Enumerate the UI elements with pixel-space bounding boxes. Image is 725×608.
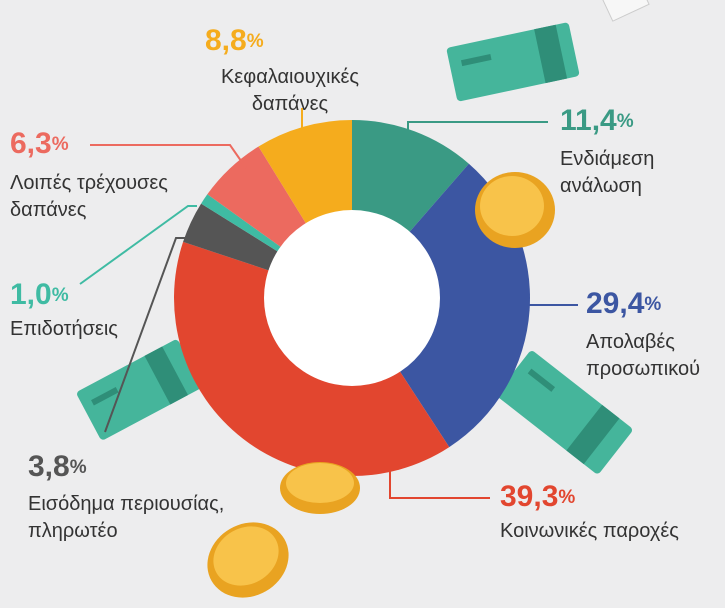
category-line: Λοιπές τρέχουσες: [10, 172, 168, 194]
category-line: Κοινωνικές παροχές: [500, 520, 679, 542]
leader-line: [407, 121, 548, 142]
value-unit: %: [52, 134, 69, 155]
value-number: 3,8: [28, 450, 70, 483]
value-label: 8,8%: [205, 24, 264, 57]
donut-hole: [264, 210, 440, 386]
decoration: [207, 172, 555, 598]
leader-line: [90, 144, 247, 169]
value-number: 39,3: [500, 480, 558, 513]
value-unit: %: [247, 31, 264, 52]
category-label: Επιδοτήσεις: [10, 318, 118, 340]
leader-line: [104, 237, 186, 433]
value-label: 11,4%: [560, 104, 634, 137]
category-line: Εισόδημα περιουσίας,: [28, 493, 224, 515]
category-label: Λοιπές τρέχουσες δαπάνες: [10, 172, 168, 221]
value-label: 1,0%: [10, 278, 69, 311]
category-label: Κεφαλαιουχικές δαπάνες: [221, 66, 359, 115]
value-number: 29,4: [586, 287, 645, 320]
value-label: 3,8%: [28, 450, 87, 483]
value-label: 29,4%: [586, 287, 661, 320]
category-line: πληρωτέο: [28, 520, 118, 542]
category-label: Ενδιάμεση ανάλωση: [560, 148, 654, 197]
category-line: Ενδιάμεση: [560, 148, 654, 170]
value-unit: %: [558, 487, 575, 508]
category-label: Κοινωνικές παροχές: [500, 520, 679, 542]
value-unit: %: [644, 294, 661, 315]
leader-line: [79, 205, 197, 285]
category-line: ανάλωση: [560, 175, 642, 197]
value-number: 11,4: [560, 104, 617, 137]
category-line: Επιδοτήσεις: [10, 318, 118, 340]
category-label: Εισόδημα περιουσίας, πληρωτέο: [28, 493, 224, 542]
value-label: 39,3%: [500, 480, 575, 513]
category-line: δαπάνες: [252, 93, 329, 115]
labels: 11,4% Ενδιάμεση ανάλωση 29,4% Απολαβές προσωπ…: [10, 24, 700, 542]
category-label: Απολαβές προσωπικού: [586, 331, 700, 380]
value-label: 6,3%: [10, 127, 69, 160]
category-line: Απολαβές: [586, 331, 675, 353]
value-number: 6,3: [10, 127, 52, 160]
value-unit: %: [617, 111, 634, 132]
category-line: Κεφαλαιουχικές: [221, 66, 359, 88]
value-number: 8,8: [205, 24, 247, 57]
category-line: προσωπικού: [586, 358, 700, 380]
value-number: 1,0: [10, 278, 52, 311]
value-unit: %: [70, 457, 87, 478]
decoration: [77, 0, 650, 474]
value-unit: %: [52, 285, 69, 306]
category-line: δαπάνες: [10, 199, 87, 221]
leader-line: [389, 455, 490, 499]
